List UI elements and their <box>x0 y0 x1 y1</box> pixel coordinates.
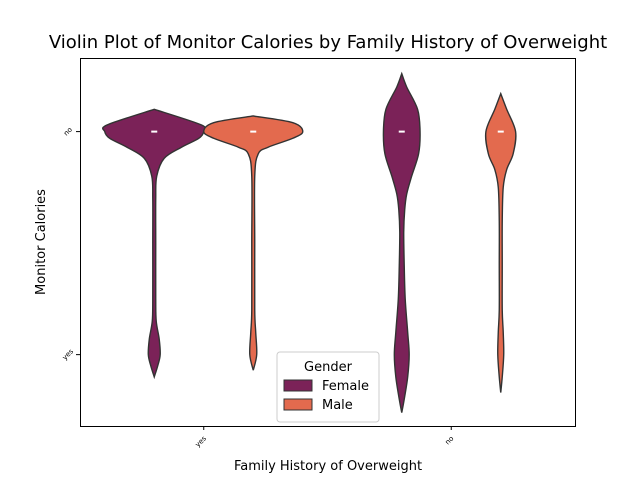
violin-female-yes <box>102 108 207 380</box>
y-axis-ticks: no yes <box>61 126 80 362</box>
legend-swatch-female <box>283 379 313 392</box>
y-tick-label: no <box>62 126 74 138</box>
violin-group <box>102 71 517 413</box>
plot-frame <box>80 58 576 427</box>
violin-female-no <box>382 71 421 413</box>
x-axis-ticks: yes no <box>194 426 456 449</box>
legend-label-female: Female <box>322 379 369 394</box>
legend-title: Gender <box>304 360 353 375</box>
x-axis-label: Family History of Overweight <box>234 459 422 474</box>
y-axis-label: Monitor Calories <box>34 189 49 295</box>
x-tick-label: no <box>444 435 456 447</box>
legend-swatch-male <box>283 398 313 411</box>
violin-male-yes <box>203 115 304 371</box>
chart-title: Violin Plot of Monitor Calories by Famil… <box>49 32 607 53</box>
legend: Gender Female Male <box>276 351 380 423</box>
legend-label-male: Male <box>322 398 353 413</box>
x-tick-label: yes <box>194 434 208 448</box>
legend-entries: Female Male <box>283 379 369 413</box>
violin-male-no <box>484 91 517 393</box>
y-tick-label: yes <box>61 347 75 361</box>
